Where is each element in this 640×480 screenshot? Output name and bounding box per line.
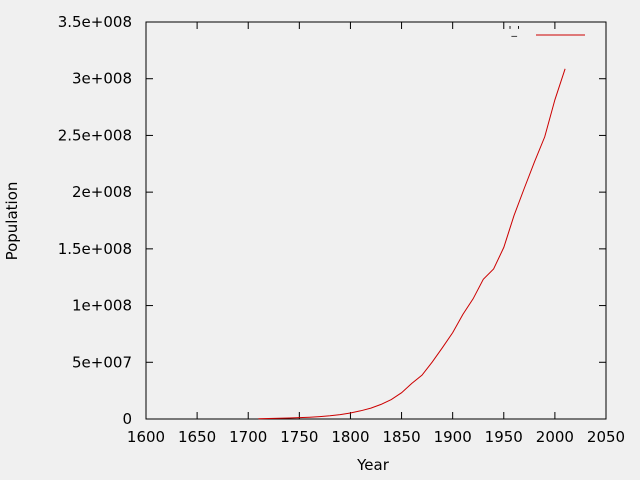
x-tick-label: 1800 <box>331 428 369 446</box>
y-tick-label: 2.5e+008 <box>58 126 132 144</box>
x-tick-label: 1850 <box>382 428 420 446</box>
x-tick-label: 1950 <box>485 428 523 446</box>
y-axis-title: Population <box>3 182 21 261</box>
series-line <box>258 68 566 420</box>
y-tick-label: 5e+007 <box>72 353 132 371</box>
y-tick-label: 1e+008 <box>72 297 132 315</box>
x-axis-title: Year <box>356 456 390 474</box>
y-tick-label: 3e+008 <box>72 70 132 88</box>
y-tick-label: 3.5e+008 <box>58 13 132 31</box>
y-tick-label: 0 <box>122 410 132 428</box>
x-tick-label: 1750 <box>280 428 318 446</box>
plot-frame <box>145 21 607 420</box>
x-tick-label: 1700 <box>229 428 267 446</box>
x-tick-label: 1900 <box>434 428 472 446</box>
y-tick-label: 1.5e+008 <box>58 240 132 258</box>
legend-label: '_' <box>508 24 520 37</box>
legend: '_' <box>508 24 585 37</box>
y-tick-label: 2e+008 <box>72 183 132 201</box>
x-tick-label: 2050 <box>587 428 625 446</box>
x-tick-label: 1650 <box>178 428 216 446</box>
x-tick-label: 1600 <box>127 428 165 446</box>
x-tick-label: 2000 <box>536 428 574 446</box>
